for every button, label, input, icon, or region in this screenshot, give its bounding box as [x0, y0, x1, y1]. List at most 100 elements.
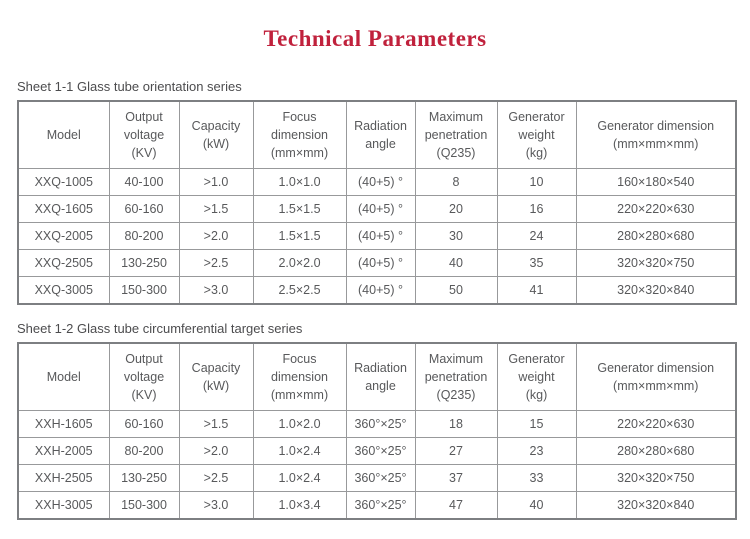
cell-maximum-penetration: 20: [414, 195, 498, 223]
table-sheet-1-1: Model Output voltage (KV) Capacity (kW) …: [17, 100, 737, 305]
cell-output-voltage: 80-200: [108, 222, 180, 250]
cell-model: XXH-2005: [17, 437, 110, 465]
table-row: XXH-2505 130-250 >2.5 1.0×2.4 360°×25° 3…: [17, 464, 737, 492]
table-row: XXH-2005 80-200 >2.0 1.0×2.4 360°×25° 27…: [17, 437, 737, 465]
cell-focus-dimension: 1.0×2.4: [252, 437, 347, 465]
cell-model: XXQ-1005: [17, 168, 110, 196]
cell-focus-dimension: 1.0×2.0: [252, 410, 347, 438]
cell-model: XXQ-1605: [17, 195, 110, 223]
cell-radiation-angle: (40+5) °: [345, 249, 416, 277]
cell-generator-weight: 10: [496, 168, 577, 196]
cell-generator-dimension: 280×280×680: [575, 437, 737, 465]
cell-generator-dimension: 320×320×750: [575, 464, 737, 492]
cell-model: XXH-3005: [17, 491, 110, 520]
cell-radiation-angle: 360°×25°: [345, 464, 416, 492]
cell-focus-dimension: 2.0×2.0: [252, 249, 347, 277]
column-header-capacity: Capacity (kW): [178, 342, 254, 411]
cell-generator-dimension: 320×320×840: [575, 276, 737, 305]
cell-model: XXQ-2005: [17, 222, 110, 250]
column-header-generator-weight: Generator weight (kg): [496, 100, 577, 169]
cell-generator-weight: 41: [496, 276, 577, 305]
header-row: Model Output voltage (KV) Capacity (kW) …: [17, 100, 737, 169]
cell-generator-weight: 23: [496, 437, 577, 465]
cell-output-voltage: 150-300: [108, 276, 180, 305]
cell-generator-dimension: 320×320×750: [575, 249, 737, 277]
table-row: XXQ-2005 80-200 >2.0 1.5×1.5 (40+5) ° 30…: [17, 222, 737, 250]
table-row: XXQ-1005 40-100 >1.0 1.0×1.0 (40+5) ° 8 …: [17, 168, 737, 196]
cell-generator-dimension: 280×280×680: [575, 222, 737, 250]
cell-radiation-angle: 360°×25°: [345, 437, 416, 465]
cell-focus-dimension: 1.5×1.5: [252, 195, 347, 223]
column-header-generator-weight: Generator weight (kg): [496, 342, 577, 411]
cell-maximum-penetration: 47: [414, 491, 498, 520]
table-row: XXH-1605 60-160 >1.5 1.0×2.0 360°×25° 18…: [17, 410, 737, 438]
cell-capacity: >3.0: [178, 491, 254, 520]
cell-capacity: >1.5: [178, 195, 254, 223]
column-header-output-voltage: Output voltage (KV): [108, 342, 180, 411]
table-row: XXQ-3005 150-300 >3.0 2.5×2.5 (40+5) ° 5…: [17, 276, 737, 305]
column-header-maximum-penetration: Maximum penetration (Q235): [414, 100, 498, 169]
cell-generator-dimension: 220×220×630: [575, 410, 737, 438]
cell-focus-dimension: 1.0×2.4: [252, 464, 347, 492]
cell-generator-weight: 35: [496, 249, 577, 277]
table-sheet-1-2: Model Output voltage (KV) Capacity (kW) …: [17, 342, 737, 520]
cell-focus-dimension: 2.5×2.5: [252, 276, 347, 305]
column-header-generator-dimension: Generator dimension (mm×mm×mm): [575, 100, 737, 169]
column-header-generator-dimension: Generator dimension (mm×mm×mm): [575, 342, 737, 411]
cell-radiation-angle: 360°×25°: [345, 491, 416, 520]
cell-maximum-penetration: 40: [414, 249, 498, 277]
cell-generator-dimension: 220×220×630: [575, 195, 737, 223]
cell-output-voltage: 60-160: [108, 410, 180, 438]
cell-capacity: >2.0: [178, 222, 254, 250]
cell-maximum-penetration: 50: [414, 276, 498, 305]
cell-maximum-penetration: 37: [414, 464, 498, 492]
cell-capacity: >2.5: [178, 249, 254, 277]
cell-model: XXQ-2505: [17, 249, 110, 277]
column-header-focus-dimension: Focus dimension (mm×mm): [252, 342, 347, 411]
column-header-maximum-penetration: Maximum penetration (Q235): [414, 342, 498, 411]
column-header-capacity: Capacity (kW): [178, 100, 254, 169]
cell-output-voltage: 130-250: [108, 249, 180, 277]
cell-generator-dimension: 320×320×840: [575, 491, 737, 520]
column-header-radiation-angle: Radiation angle: [345, 100, 416, 169]
cell-generator-weight: 16: [496, 195, 577, 223]
cell-capacity: >1.0: [178, 168, 254, 196]
header-row: Model Output voltage (KV) Capacity (kW) …: [17, 342, 737, 411]
cell-maximum-penetration: 30: [414, 222, 498, 250]
cell-generator-dimension: 160×180×540: [575, 168, 737, 196]
cell-radiation-angle: 360°×25°: [345, 410, 416, 438]
cell-generator-weight: 33: [496, 464, 577, 492]
cell-generator-weight: 24: [496, 222, 577, 250]
cell-output-voltage: 40-100: [108, 168, 180, 196]
cell-output-voltage: 60-160: [108, 195, 180, 223]
cell-capacity: >3.0: [178, 276, 254, 305]
cell-focus-dimension: 1.5×1.5: [252, 222, 347, 250]
cell-maximum-penetration: 18: [414, 410, 498, 438]
page-title: Technical Parameters: [263, 26, 487, 51]
cell-maximum-penetration: 8: [414, 168, 498, 196]
cell-model: XXQ-3005: [17, 276, 110, 305]
cell-output-voltage: 150-300: [108, 491, 180, 520]
cell-radiation-angle: (40+5) °: [345, 195, 416, 223]
column-header-radiation-angle: Radiation angle: [345, 342, 416, 411]
cell-radiation-angle: (40+5) °: [345, 222, 416, 250]
column-header-model: Model: [17, 100, 110, 169]
cell-capacity: >1.5: [178, 410, 254, 438]
column-header-output-voltage: Output voltage (KV): [108, 100, 180, 169]
cell-capacity: >2.0: [178, 437, 254, 465]
cell-radiation-angle: (40+5) °: [345, 168, 416, 196]
table-row: XXQ-2505 130-250 >2.5 2.0×2.0 (40+5) ° 4…: [17, 249, 737, 277]
table-row: XXQ-1605 60-160 >1.5 1.5×1.5 (40+5) ° 20…: [17, 195, 737, 223]
table-row: XXH-3005 150-300 >3.0 1.0×3.4 360°×25° 4…: [17, 491, 737, 520]
cell-capacity: >2.5: [178, 464, 254, 492]
cell-model: XXH-2505: [17, 464, 110, 492]
sheet-1-1-label: Sheet 1-1 Glass tube orientation series: [17, 79, 242, 94]
cell-output-voltage: 130-250: [108, 464, 180, 492]
cell-maximum-penetration: 27: [414, 437, 498, 465]
cell-generator-weight: 40: [496, 491, 577, 520]
cell-output-voltage: 80-200: [108, 437, 180, 465]
cell-focus-dimension: 1.0×3.4: [252, 491, 347, 520]
cell-generator-weight: 15: [496, 410, 577, 438]
column-header-focus-dimension: Focus dimension (mm×mm): [252, 100, 347, 169]
